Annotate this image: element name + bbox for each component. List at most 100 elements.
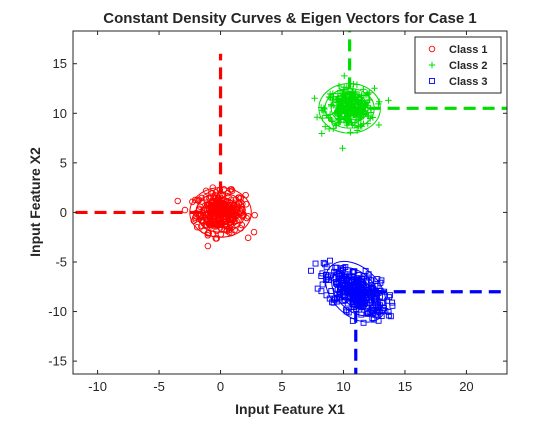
data-point [244, 234, 252, 242]
data-point [321, 123, 329, 130]
data-point [335, 277, 342, 284]
data-point [356, 110, 363, 117]
data-point [349, 303, 356, 310]
data-point [340, 84, 348, 91]
data-point [239, 200, 246, 208]
y-tick-label: 15 [53, 56, 67, 71]
data-point [343, 119, 350, 127]
data-point [209, 190, 216, 197]
data-point [339, 144, 346, 152]
y-axis-label: Input Feature X2 [27, 147, 43, 257]
data-point [389, 302, 396, 309]
data-point [195, 196, 203, 204]
legend-label: Class 3 [449, 76, 488, 88]
legend-marker [428, 61, 436, 69]
data-point [355, 123, 362, 130]
data-point [359, 108, 367, 115]
data-point [174, 197, 181, 205]
x-tick-label: 10 [336, 379, 350, 394]
data-point [224, 189, 232, 197]
data-point [250, 228, 258, 236]
data-point [215, 220, 222, 228]
y-tick-label: -15 [48, 354, 67, 369]
data-point [222, 213, 229, 220]
y-tick-label: 10 [53, 106, 67, 121]
legend-label: Class 1 [449, 44, 488, 56]
data-point [227, 196, 235, 203]
data-point [369, 315, 376, 321]
data-point [208, 203, 215, 211]
data-point [237, 199, 245, 206]
x-tick-label: -10 [88, 379, 107, 394]
data-point [223, 227, 231, 234]
data-point [387, 292, 393, 299]
legend-marker [428, 45, 436, 53]
data-point [339, 97, 346, 104]
legend-marker [429, 78, 435, 84]
data-point [341, 72, 348, 80]
ticks-layer: -10 -5 0 5 10 15 20 -15 -10 -5 0 5 10 15 [48, 31, 507, 394]
data-point [365, 271, 372, 278]
data-point [319, 114, 326, 122]
data-point [362, 267, 369, 274]
data-point [353, 127, 361, 134]
data-point [368, 277, 375, 284]
data-point [323, 292, 330, 299]
data-point [325, 93, 333, 101]
density-curve [324, 260, 387, 323]
data-point [328, 118, 336, 125]
data-point [220, 197, 227, 204]
data-point [340, 91, 347, 99]
data-point [212, 235, 220, 242]
x-tick-label: 0 [217, 379, 224, 394]
data-point [206, 195, 213, 202]
eigen-vectors-layer [73, 31, 507, 374]
data-point [344, 283, 351, 290]
data-point [308, 267, 314, 274]
data-point [237, 225, 244, 232]
data-point [211, 218, 219, 226]
data-point [204, 242, 212, 250]
x-tick-label: 20 [459, 379, 473, 394]
data-point [311, 95, 318, 102]
x-axis-label: Input Feature X1 [235, 401, 345, 417]
data-point [362, 92, 370, 99]
data-point [329, 102, 337, 109]
data-point [389, 299, 396, 306]
data-point [341, 283, 347, 290]
chart-title: Constant Density Curves & Eigen Vectors … [103, 10, 476, 27]
data-point [387, 313, 394, 320]
x-tick-label: 15 [398, 379, 412, 394]
data-point [360, 302, 367, 309]
data-points-layer [174, 72, 396, 326]
data-point [228, 205, 236, 212]
data-point [375, 305, 381, 312]
data-point [355, 300, 362, 307]
data-point [339, 292, 346, 299]
data-point [214, 194, 222, 202]
data-point [192, 216, 199, 223]
data-point [200, 227, 207, 234]
data-point [355, 272, 362, 278]
data-point [239, 206, 246, 214]
data-point [324, 273, 331, 280]
data-point [358, 97, 365, 105]
data-point [313, 114, 321, 121]
data-point [375, 317, 382, 324]
data-point [323, 263, 330, 270]
data-point [206, 221, 214, 228]
data-point [343, 107, 350, 114]
data-point [385, 312, 392, 319]
data-point [364, 112, 371, 120]
data-point [353, 81, 361, 88]
data-point [372, 311, 379, 318]
data-point [211, 203, 219, 210]
data-point [328, 288, 335, 294]
data-point [369, 307, 375, 314]
data-point [320, 108, 328, 116]
data-point [318, 288, 325, 295]
data-point [336, 284, 343, 291]
data-point [238, 221, 246, 229]
data-point [202, 196, 210, 203]
data-point [206, 218, 214, 226]
